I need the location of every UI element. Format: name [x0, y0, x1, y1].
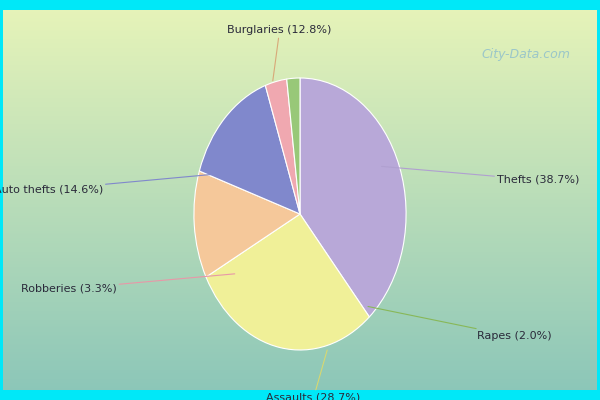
Text: Robberies (3.3%): Robberies (3.3%) — [20, 274, 235, 294]
Wedge shape — [199, 86, 300, 214]
Text: Thefts (38.7%): Thefts (38.7%) — [382, 166, 580, 185]
Text: Rapes (2.0%): Rapes (2.0%) — [368, 306, 551, 342]
Wedge shape — [265, 79, 300, 214]
Text: Assaults (28.7%): Assaults (28.7%) — [266, 350, 361, 400]
Wedge shape — [287, 78, 300, 214]
Wedge shape — [300, 78, 406, 317]
Wedge shape — [206, 214, 370, 350]
Text: City-Data.com: City-Data.com — [481, 48, 570, 61]
Text: Crimes by type - 2019: Crimes by type - 2019 — [171, 13, 429, 33]
Text: Auto thefts (14.6%): Auto thefts (14.6%) — [0, 173, 225, 194]
Wedge shape — [194, 171, 300, 277]
Text: Burglaries (12.8%): Burglaries (12.8%) — [227, 25, 332, 81]
